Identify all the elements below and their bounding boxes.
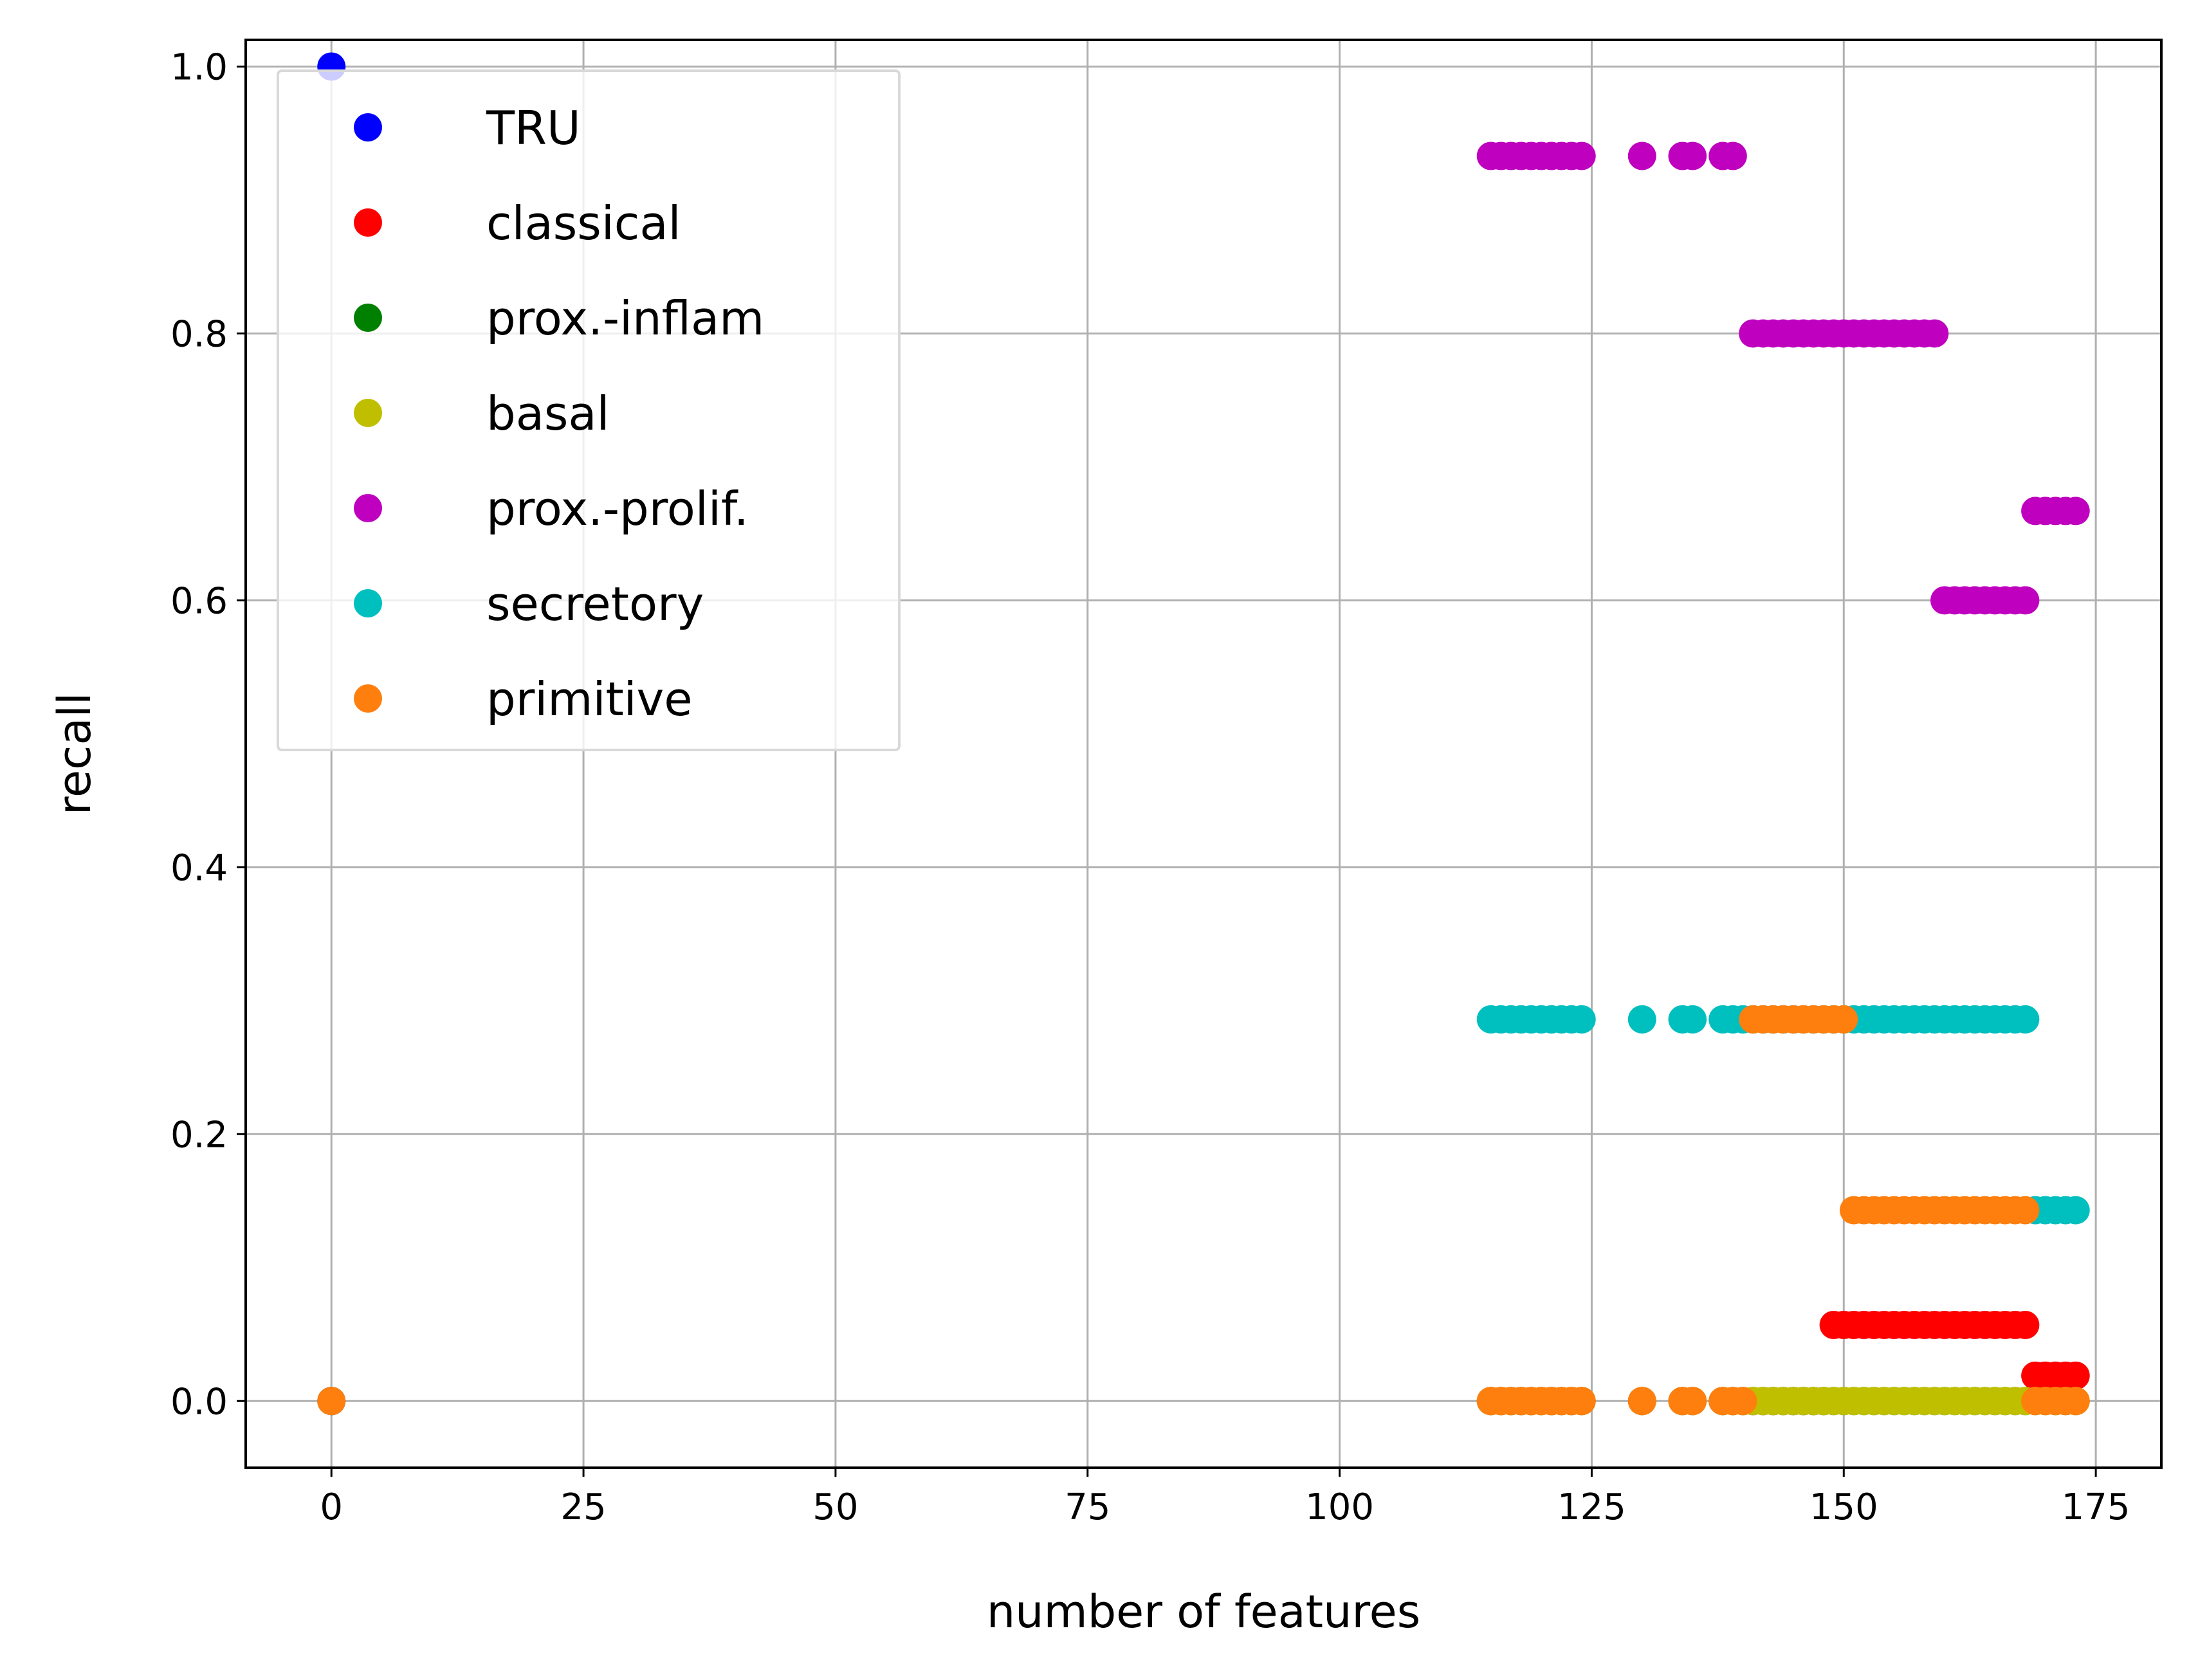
data-point bbox=[1678, 1387, 1707, 1416]
legend-label: prox.-prolif. bbox=[486, 482, 749, 536]
data-point bbox=[1920, 319, 1949, 348]
legend-label: secretory bbox=[486, 577, 704, 631]
data-point bbox=[2061, 1361, 2090, 1390]
data-point bbox=[1627, 1387, 1656, 1416]
legend-box bbox=[277, 69, 901, 751]
y-tick-label: 0.4 bbox=[170, 847, 228, 889]
legend-marker bbox=[354, 304, 382, 332]
axes-frame bbox=[244, 39, 2163, 1469]
legend-item: prox.-inflam bbox=[354, 291, 764, 345]
x-tick-label: 25 bbox=[560, 1486, 606, 1528]
data-point bbox=[1627, 142, 1656, 170]
legend-item: classical bbox=[354, 196, 681, 250]
data-point bbox=[1567, 142, 1596, 170]
data-point bbox=[2061, 1387, 2090, 1416]
x-tick-label: 125 bbox=[1557, 1486, 1626, 1528]
y-axis-title: recall bbox=[48, 693, 101, 816]
data-point bbox=[2061, 1196, 2090, 1225]
legend-marker bbox=[354, 399, 382, 427]
legend-item: secretory bbox=[354, 577, 704, 631]
x-tick-label: 100 bbox=[1305, 1486, 1374, 1528]
data-point bbox=[1718, 142, 1747, 170]
series-primitive bbox=[317, 1005, 2090, 1416]
x-tick-label: 175 bbox=[2062, 1486, 2130, 1528]
x-axis-title: number of features bbox=[987, 1585, 1420, 1638]
legend: TRU classical prox.-inflam basal prox.-proli… bbox=[277, 69, 901, 751]
data-point bbox=[2011, 586, 2040, 615]
data-point bbox=[2011, 1311, 2040, 1339]
y-tick-label: 0.8 bbox=[170, 313, 228, 355]
legend-marker bbox=[354, 589, 382, 617]
data-point bbox=[2011, 1005, 2040, 1034]
legend-label: prox.-inflam bbox=[486, 291, 764, 345]
legend-label: basal bbox=[486, 387, 609, 441]
data-point bbox=[1627, 1005, 1656, 1034]
legend-marker bbox=[354, 494, 382, 522]
x-tick-label: 150 bbox=[1809, 1486, 1878, 1528]
data-point bbox=[1567, 1005, 1596, 1034]
data-point bbox=[2011, 1196, 2040, 1225]
data-point bbox=[2061, 497, 2090, 525]
x-tick-label: 0 bbox=[320, 1486, 343, 1528]
legend-marker bbox=[354, 113, 382, 142]
axis-ticks: 0 25 50 75 100 125 150 175 0.0 0.2 0.4 0.6 0.8 1.0 bbox=[170, 46, 2130, 1528]
x-tick-label: 75 bbox=[1065, 1486, 1110, 1528]
legend-label: classical bbox=[486, 196, 681, 250]
series-prox.-prolif. bbox=[317, 142, 2090, 1416]
data-point bbox=[1829, 1005, 1858, 1034]
legend-marker bbox=[354, 684, 382, 713]
data-point bbox=[317, 1387, 346, 1416]
data-point bbox=[1728, 1387, 1757, 1416]
legend-item: prox.-prolif. bbox=[354, 482, 749, 536]
legend-label: primitive bbox=[486, 672, 693, 726]
legend-marker bbox=[354, 208, 382, 237]
y-tick-label: 0.6 bbox=[170, 580, 228, 622]
y-tick-label: 0.2 bbox=[170, 1114, 228, 1156]
data-points bbox=[317, 52, 2090, 1416]
data-point bbox=[1567, 1387, 1596, 1416]
data-point bbox=[1678, 1005, 1707, 1034]
legend-items: TRU classical prox.-inflam basal prox.-proli… bbox=[354, 101, 764, 726]
legend-item: primitive bbox=[354, 672, 693, 726]
x-tick-label: 50 bbox=[812, 1486, 858, 1528]
y-tick-label: 1.0 bbox=[170, 46, 228, 88]
legend-label: TRU bbox=[486, 101, 581, 155]
legend-item: TRU bbox=[354, 101, 581, 155]
legend-item: basal bbox=[354, 387, 609, 441]
y-tick-label: 0.0 bbox=[170, 1381, 228, 1423]
data-point bbox=[1678, 142, 1707, 170]
